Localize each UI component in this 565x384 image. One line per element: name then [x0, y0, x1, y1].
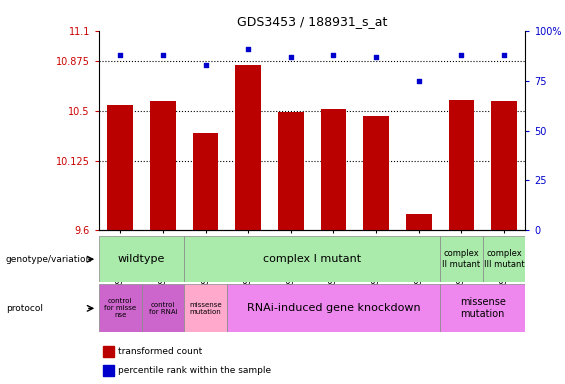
- Text: percentile rank within the sample: percentile rank within the sample: [118, 366, 271, 375]
- Bar: [440, 236, 483, 282]
- Text: genotype/variation: genotype/variation: [6, 255, 92, 264]
- Bar: [227, 284, 440, 332]
- Point: [329, 51, 338, 58]
- Bar: [184, 236, 440, 282]
- Bar: [99, 284, 141, 332]
- Text: complex
II mutant: complex II mutant: [442, 250, 480, 269]
- Point: [244, 46, 253, 52]
- Bar: [440, 284, 525, 332]
- Text: complex
III mutant: complex III mutant: [484, 250, 524, 269]
- Bar: [483, 236, 525, 282]
- Text: protocol: protocol: [6, 304, 42, 313]
- Point: [414, 78, 423, 84]
- Title: GDS3453 / 188931_s_at: GDS3453 / 188931_s_at: [237, 15, 388, 28]
- Bar: [107, 105, 133, 230]
- Bar: [492, 101, 517, 230]
- Text: RNAi-induced gene knockdown: RNAi-induced gene knockdown: [247, 303, 420, 313]
- Point: [201, 61, 210, 68]
- Text: transformed count: transformed count: [118, 347, 202, 356]
- Bar: [406, 214, 432, 230]
- Point: [158, 51, 167, 58]
- Bar: [193, 133, 218, 230]
- Bar: [184, 284, 227, 332]
- Bar: [99, 236, 184, 282]
- Text: control
for RNAi: control for RNAi: [149, 302, 177, 314]
- Bar: [278, 112, 303, 230]
- Bar: [321, 109, 346, 230]
- Bar: [103, 365, 114, 376]
- Point: [457, 51, 466, 58]
- Text: control
for misse
nse: control for misse nse: [104, 298, 136, 318]
- Point: [286, 54, 295, 60]
- Bar: [150, 101, 176, 230]
- Bar: [363, 116, 389, 230]
- Text: missense
mutation: missense mutation: [189, 302, 222, 314]
- Point: [116, 51, 125, 58]
- Bar: [449, 100, 474, 230]
- Bar: [103, 346, 114, 357]
- Bar: [141, 284, 184, 332]
- Text: wildtype: wildtype: [118, 254, 165, 264]
- Text: missense
mutation: missense mutation: [460, 297, 506, 319]
- Bar: [236, 65, 261, 230]
- Point: [499, 51, 508, 58]
- Point: [372, 54, 381, 60]
- Text: complex I mutant: complex I mutant: [263, 254, 361, 264]
